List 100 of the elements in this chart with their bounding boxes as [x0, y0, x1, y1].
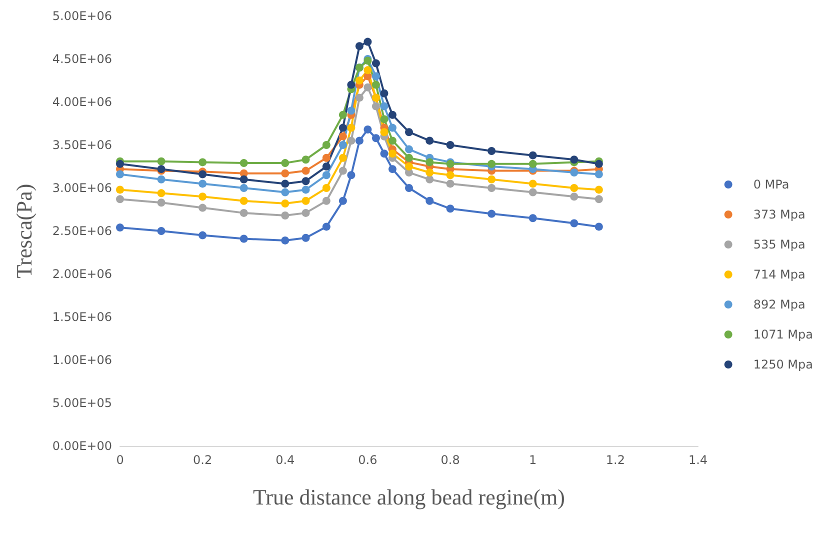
- point: [198, 192, 207, 201]
- point: [405, 154, 413, 162]
- y-tick-label: 4.00E+06: [52, 95, 112, 109]
- legend-label: 714 Mpa: [753, 268, 806, 282]
- point: [426, 175, 434, 184]
- point: [157, 175, 166, 184]
- point: [388, 150, 396, 158]
- point: [426, 168, 434, 177]
- legend-label: 0 MPa: [753, 178, 790, 192]
- point: [338, 110, 347, 119]
- point: [372, 72, 380, 80]
- point: [322, 171, 330, 180]
- point: [488, 210, 496, 218]
- point: [240, 184, 248, 192]
- point: [240, 175, 248, 184]
- point: [281, 159, 290, 168]
- point: [570, 184, 578, 192]
- point: [338, 196, 347, 205]
- y-axis-title: Tresca(Pa): [12, 184, 36, 278]
- legend-label: 373 Mpa: [753, 208, 806, 222]
- point: [355, 76, 364, 84]
- point: [364, 38, 372, 46]
- x-axis-title: True distance along bead regine(m): [253, 484, 565, 510]
- point: [570, 192, 578, 201]
- point: [488, 184, 496, 192]
- point: [570, 156, 578, 164]
- point: [594, 186, 603, 194]
- y-tick-label: 5.00E+06: [52, 9, 112, 23]
- point: [364, 126, 372, 134]
- x-tick-label: 1.4: [688, 453, 708, 467]
- point: [364, 66, 372, 74]
- point: [380, 128, 388, 136]
- point: [198, 231, 207, 240]
- point: [322, 141, 330, 149]
- point: [528, 151, 537, 160]
- point: [372, 134, 380, 142]
- point: [302, 177, 310, 186]
- point: [116, 160, 124, 168]
- y-tick-label: 4.50E+06: [52, 52, 112, 66]
- y-tick-label: 2.50E+06: [52, 224, 112, 238]
- point: [338, 141, 347, 149]
- point: [116, 186, 124, 194]
- point: [594, 222, 603, 231]
- point: [347, 136, 356, 145]
- point: [338, 132, 347, 140]
- point: [488, 147, 496, 156]
- point: [388, 165, 396, 174]
- point: [426, 196, 434, 205]
- point: [116, 195, 124, 204]
- point: [302, 166, 310, 175]
- point: [388, 136, 396, 145]
- legend-label: 1071 Mpa: [753, 328, 814, 342]
- point: [302, 234, 310, 242]
- point: [240, 196, 248, 205]
- point: [528, 188, 537, 196]
- point: [157, 189, 166, 198]
- point: [198, 180, 207, 188]
- point: [157, 198, 166, 207]
- legend-label: 535 Mpa: [753, 238, 806, 252]
- point: [322, 184, 330, 192]
- point: [302, 156, 310, 164]
- point: [157, 157, 166, 166]
- point: [380, 150, 388, 158]
- point: [347, 80, 356, 89]
- point: [198, 204, 207, 212]
- point: [594, 195, 603, 204]
- point: [281, 212, 290, 220]
- point: [338, 124, 347, 132]
- x-tick-label: 1: [529, 453, 537, 467]
- point: [322, 222, 330, 231]
- point: [594, 170, 603, 178]
- point: [405, 184, 413, 192]
- point: [240, 159, 248, 168]
- point: [446, 141, 454, 149]
- y-tick-label: 1.00E+06: [52, 353, 112, 367]
- point: [388, 110, 396, 119]
- y-tick-label: 1.50E+06: [52, 310, 112, 324]
- point: [116, 224, 124, 232]
- point: [488, 175, 496, 184]
- point: [446, 180, 454, 188]
- point: [528, 180, 537, 188]
- point: [426, 158, 434, 166]
- y-tick-label: 5.00E+05: [52, 396, 112, 410]
- x-tick-label: 1.2: [606, 453, 625, 467]
- point: [528, 160, 537, 168]
- point: [347, 171, 356, 180]
- point: [302, 208, 310, 217]
- point: [240, 234, 248, 243]
- y-tick-label: 3.00E+06: [52, 181, 112, 195]
- point: [380, 102, 388, 110]
- point: [281, 199, 290, 208]
- point: [338, 154, 347, 162]
- point: [322, 196, 330, 205]
- point: [157, 227, 166, 235]
- point: [198, 158, 207, 166]
- point: [488, 160, 496, 168]
- point: [302, 186, 310, 194]
- point: [281, 169, 290, 178]
- point: [570, 219, 578, 228]
- point: [281, 180, 290, 188]
